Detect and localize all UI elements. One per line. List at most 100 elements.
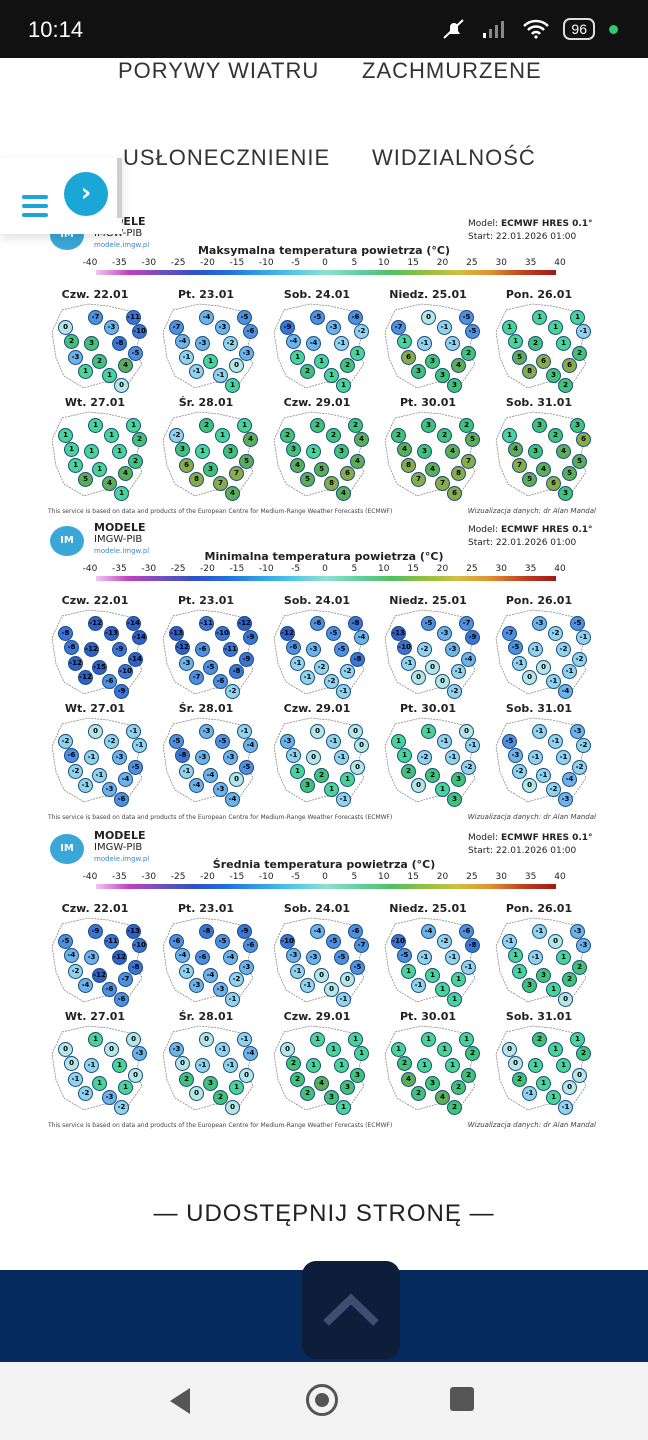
temperature-bubble: 1 xyxy=(112,1058,127,1073)
temperature-bubble: 3 xyxy=(425,354,440,369)
temperature-bubble: -4 xyxy=(310,924,325,939)
day-label: Pt. 30.01 xyxy=(399,1010,457,1023)
temperature-bubble: -7 xyxy=(459,616,474,631)
temperature-bubble: -1 xyxy=(92,768,107,783)
brand-line1: MODELE xyxy=(94,521,146,534)
scale-tick: 0 xyxy=(322,564,328,574)
temperature-bubble: 1 xyxy=(290,764,305,779)
temperature-bubble: 1 xyxy=(417,1058,432,1073)
nav-link-wind-gusts[interactable]: PORYWY WIATRU xyxy=(118,58,320,83)
nav-link-cloudiness[interactable]: ZACHMURZENE xyxy=(362,58,542,83)
hamburger-menu-icon[interactable] xyxy=(22,195,48,219)
temperature-bubble: 3 xyxy=(546,368,561,383)
temperature-bubble: 0 xyxy=(522,778,537,793)
temperature-bubble: 7 xyxy=(461,454,476,469)
temperature-bubble: 0 xyxy=(64,1056,79,1071)
temperature-bubble: -2 xyxy=(417,642,432,657)
temperature-bubble: 4 xyxy=(243,432,258,447)
temperature-bubble: -1 xyxy=(213,368,228,383)
temperature-bubble: 1 xyxy=(104,428,119,443)
back-to-top-button[interactable] xyxy=(302,1261,400,1359)
temperature-bubble: -9 xyxy=(112,642,127,657)
temperature-bubble: 1 xyxy=(437,1042,452,1057)
nav-link-sunshine[interactable]: USŁONECZNIENIE xyxy=(123,145,331,170)
temperature-bubble: -1 xyxy=(132,738,147,753)
temperature-bubble: 1 xyxy=(546,1090,561,1105)
back-nav-icon[interactable] xyxy=(170,1388,190,1414)
temperature-bubble: 2 xyxy=(437,428,452,443)
temperature-bubble: 4 xyxy=(536,462,551,477)
brand-line1: MODELE xyxy=(94,829,146,842)
temperature-bubble: -5 xyxy=(215,934,230,949)
dash-right: — xyxy=(461,1200,495,1227)
temperature-bubble: 0 xyxy=(340,972,355,987)
temperature-bubble: 6 xyxy=(562,358,577,373)
temperature-bubble: 5 xyxy=(572,454,587,469)
temperature-bubble: -1 xyxy=(532,724,547,739)
temperature-bubble: -1 xyxy=(401,656,416,671)
temperature-bubble: 2 xyxy=(558,378,573,393)
day-label: Sob. 31.01 xyxy=(505,1010,573,1023)
temperature-bubble: 1 xyxy=(570,1032,585,1047)
temperature-bubble: 3 xyxy=(84,336,99,351)
temperature-bubble: 2 xyxy=(92,354,107,369)
temperature-bubble: 5 xyxy=(300,472,315,487)
temperature-bubble: 5 xyxy=(239,454,254,469)
temperature-map: -6 -8 -12 -5 -4 -6 -3 -5 -8 -1 -2 -2 -1 -2 -1 xyxy=(270,608,369,699)
temperature-bubble: -12 xyxy=(84,642,99,657)
temperature-bubble: 1 xyxy=(88,1032,103,1047)
temperature-bubble: -1 xyxy=(334,750,349,765)
temperature-bubble: -3 xyxy=(286,948,301,963)
temperature-bubble: -1 xyxy=(300,670,315,685)
scale-tick: -5 xyxy=(291,564,301,574)
temperature-bubble: -4 xyxy=(562,772,577,787)
temperature-bubble: 1 xyxy=(334,1058,349,1073)
temperature-bubble: -1 xyxy=(465,738,480,753)
temperature-bubble: 4 xyxy=(102,476,117,491)
scale-tick: 15 xyxy=(407,872,419,882)
model-info: Model: ECMWF HRES 0.1° Start: 22.01.2026 … xyxy=(468,218,593,244)
temperature-bubble: -6 xyxy=(114,992,129,1007)
temperature-bubble: 1 xyxy=(340,772,355,787)
temperature-bubble: -12 xyxy=(88,616,103,631)
temperature-bubble: -14 xyxy=(132,630,147,645)
temperature-bubble: 4 xyxy=(118,358,133,373)
temperature-bubble: -5 xyxy=(502,734,517,749)
temperature-bubble: 3 xyxy=(223,444,238,459)
temperature-bubble: 1 xyxy=(78,364,93,379)
scale-tick: -30 xyxy=(141,872,157,882)
temperature-bubble: -3 xyxy=(280,734,295,749)
color-scale-bar xyxy=(96,576,556,581)
temperature-bubble: -13 xyxy=(391,626,406,641)
scale-ticks: -40 -35 -30 -25 -20 -15 -10 -5 0 5 10 15 20 25 30 35 40 xyxy=(83,564,566,576)
recents-nav-icon[interactable] xyxy=(450,1387,474,1411)
temperature-bubble: -3 xyxy=(326,320,341,335)
temperature-bubble: 0 xyxy=(306,750,321,765)
day-label: Pt. 30.01 xyxy=(399,702,457,715)
temperature-bubble: -10 xyxy=(132,324,147,339)
home-nav-icon[interactable] xyxy=(306,1384,338,1416)
temperature-bubble: -1 xyxy=(417,336,432,351)
chevron-right-icon[interactable]: › xyxy=(64,172,108,216)
temperature-bubble: -10 xyxy=(397,640,412,655)
temperature-bubble: 3 xyxy=(300,778,315,793)
nav-link-visibility[interactable]: WIDZIALNOŚĆ xyxy=(372,145,536,170)
scale-tick: 15 xyxy=(407,564,419,574)
temperature-bubble: 2 xyxy=(532,1032,547,1047)
temperature-bubble: 3 xyxy=(435,368,450,383)
scale-tick: 5 xyxy=(351,258,358,268)
menu-handle[interactable] xyxy=(117,158,122,218)
temperature-bubble: -1 xyxy=(512,656,527,671)
temperature-bubble: -4 xyxy=(243,1046,258,1061)
temperature-bubble: 1 xyxy=(512,964,527,979)
scale-tick: 30 xyxy=(495,872,507,882)
temperature-bubble: 2 xyxy=(461,1068,476,1083)
temperature-bubble: -4 xyxy=(64,948,79,963)
temperature-bubble: 0 xyxy=(58,1042,73,1057)
temperature-bubble: 1 xyxy=(88,418,103,433)
temperature-bubble: -3 xyxy=(68,350,83,365)
temperature-bubble: -2 xyxy=(572,760,587,775)
temperature-bubble: -2 xyxy=(340,664,355,679)
temperature-bubble: 0 xyxy=(114,378,129,393)
